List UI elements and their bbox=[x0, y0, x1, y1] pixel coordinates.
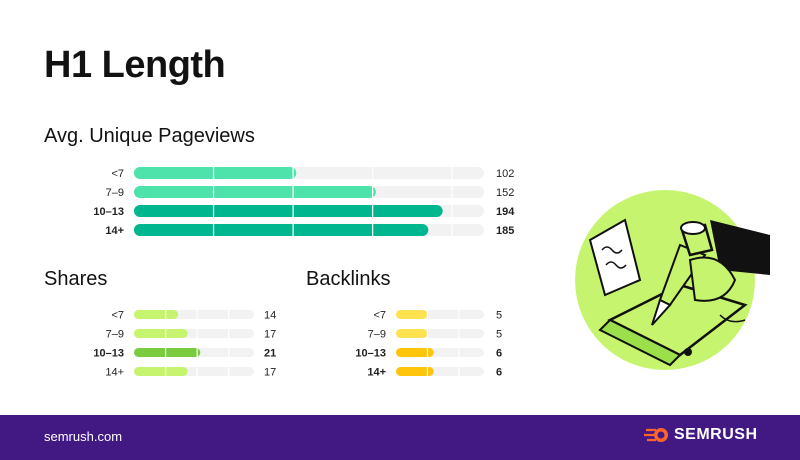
bar-3 bbox=[134, 224, 429, 236]
value-label: 14 bbox=[264, 310, 276, 322]
bar-0 bbox=[396, 310, 428, 319]
category-label: <7 bbox=[111, 310, 124, 322]
bar-1 bbox=[396, 329, 428, 338]
semrush-logo: SEMRUSH bbox=[644, 426, 758, 444]
value-label: 6 bbox=[496, 367, 502, 379]
bar-2 bbox=[396, 348, 434, 357]
category-label: 10–13 bbox=[93, 348, 124, 360]
category-label: 14+ bbox=[105, 367, 124, 379]
value-label: 5 bbox=[496, 310, 502, 322]
category-label: 7–9 bbox=[106, 187, 124, 199]
value-label: 194 bbox=[496, 206, 515, 218]
bar-1 bbox=[134, 329, 188, 338]
value-label: 17 bbox=[264, 367, 276, 379]
category-label: 7–9 bbox=[106, 329, 124, 341]
value-label: 17 bbox=[264, 329, 276, 341]
bar-2 bbox=[134, 348, 201, 357]
footer: semrush.com SEMRUSH bbox=[0, 415, 800, 460]
value-label: 185 bbox=[496, 225, 514, 237]
site-link[interactable]: semrush.com bbox=[44, 429, 123, 444]
brand-name: SEMRUSH bbox=[674, 426, 758, 443]
chart-title-shares: Shares bbox=[44, 268, 108, 290]
value-label: 21 bbox=[264, 348, 276, 360]
bar-1 bbox=[134, 186, 376, 198]
category-label: 14+ bbox=[105, 225, 124, 237]
category-label: <7 bbox=[111, 168, 124, 180]
bar-3 bbox=[134, 367, 188, 376]
bar-0 bbox=[134, 310, 179, 319]
illustration-hand-writing bbox=[575, 190, 770, 370]
category-label: 14+ bbox=[367, 367, 386, 379]
bar-3 bbox=[396, 367, 434, 376]
bar-0 bbox=[134, 167, 297, 179]
bar-2 bbox=[134, 205, 443, 217]
value-label: 102 bbox=[496, 168, 514, 180]
value-label: 6 bbox=[496, 348, 502, 360]
chart-title-backlinks: Backlinks bbox=[306, 268, 391, 290]
chart-title-pageviews: Avg. Unique Pageviews bbox=[44, 125, 255, 147]
charts: <7 102 7–9 152 10–13 194 14+ 185 <7 14 7–9 17 10–13 2… bbox=[93, 167, 515, 379]
category-label: 7–9 bbox=[368, 329, 386, 341]
category-label: 10–13 bbox=[355, 348, 386, 360]
category-label: <7 bbox=[373, 310, 386, 322]
value-label: 152 bbox=[496, 187, 514, 199]
value-label: 5 bbox=[496, 329, 502, 341]
semrush-fireball-icon bbox=[644, 428, 668, 442]
category-label: 10–13 bbox=[93, 206, 124, 218]
page-title: H1 Length bbox=[44, 44, 226, 86]
